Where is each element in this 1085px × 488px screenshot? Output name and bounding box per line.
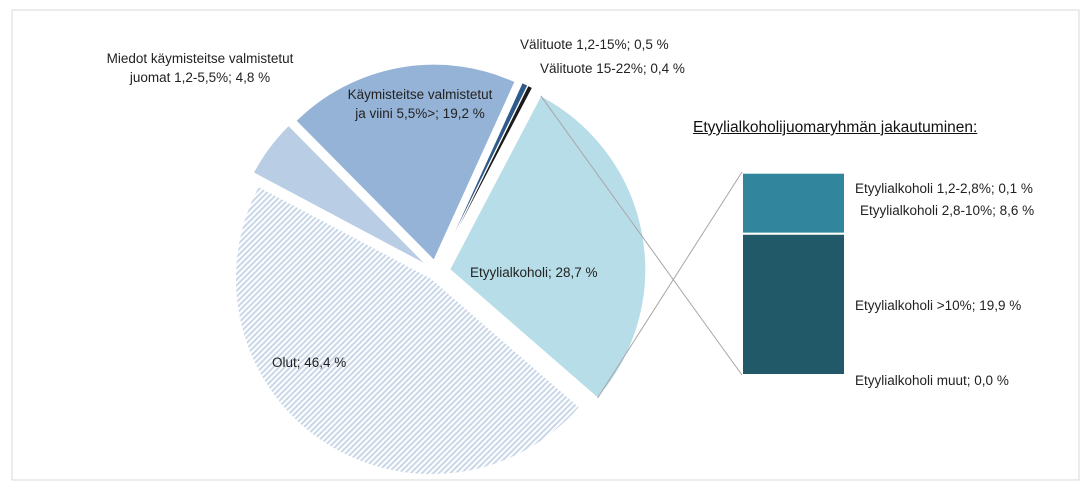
slice-label: Miedot käymisteitse valmistetut juomat 1… [106,51,294,85]
bar-segment [741,171,846,235]
bar-label: Etyylialkoholi >10%; 19,9 % [855,298,1022,313]
bar-label: Etyylialkoholi 1,2-2,8%; 0,1 % [855,181,1033,196]
slice-label: Välituote 1,2-15%; 0,5 % [520,37,669,52]
slice-label: Käymisteitse valmistetut ja viini 5,5%>;… [347,87,493,121]
slice-label: Etyylialkoholi; 28,7 % [470,265,598,280]
connector-line [540,95,743,376]
slice-label: Olut; 46,4 % [272,355,347,370]
pie-slice [449,95,647,399]
slice-label: Välituote 15-22%; 0,4 % [540,61,685,76]
connector-line [597,171,743,399]
pie-slice [234,185,581,476]
bar-segment [741,232,846,376]
pie-slice [295,63,516,262]
pie-slice [440,84,534,262]
bar-title: Etyylialkoholijuomaryhmän jakautuminen: [693,119,978,136]
bar-label: Etyylialkoholi 2,8-10%; 8,6 % [860,203,1035,218]
bar-label: Etyylialkoholi muut; 0,0 % [855,373,1009,388]
pie-slice [252,124,427,266]
